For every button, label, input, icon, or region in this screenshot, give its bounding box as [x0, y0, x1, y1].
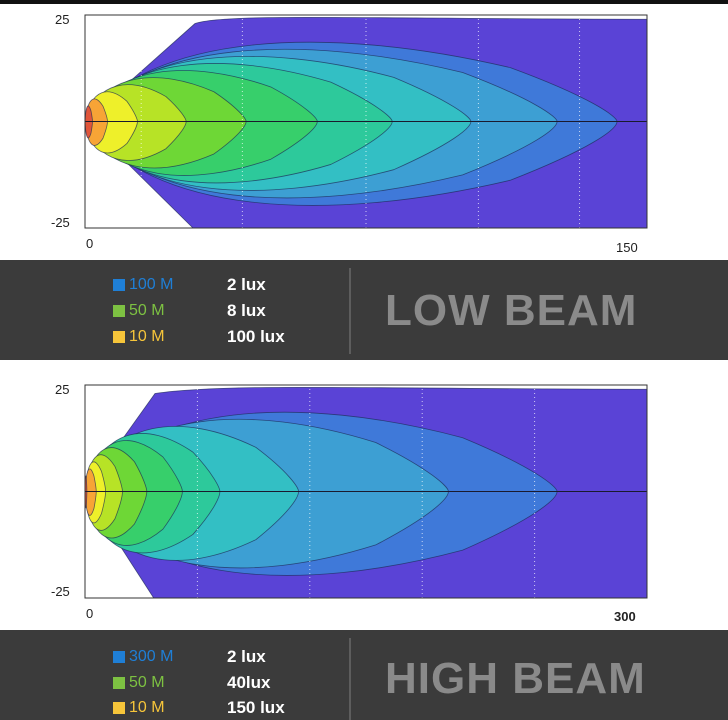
- low-beam-legend-item: 10 M 100 lux: [113, 326, 285, 348]
- low-beam-title: LOW BEAM: [385, 286, 638, 335]
- legend-lux: 150 lux: [227, 698, 285, 717]
- legend-swatch-blue: [113, 651, 125, 663]
- legend-swatch-blue: [113, 279, 125, 291]
- contour-group: [85, 15, 647, 228]
- legend-lux: 8 lux: [227, 301, 266, 320]
- legend-range: 300 M: [129, 648, 174, 665]
- high-beam-section: 25 -25 0 300 300 M 2 lux 50 M 40lux 10 M…: [0, 360, 728, 720]
- legend-range: 100 M: [129, 276, 174, 293]
- high-beam-x-tick-end: 300: [614, 609, 636, 624]
- low-beam-legend-band: 100 M 2 lux 50 M 8 lux 10 M 100 lux LOW …: [0, 260, 728, 360]
- plot-frame: [84, 384, 648, 599]
- legend-lux: 2 lux: [227, 275, 266, 294]
- legend-swatch-green: [113, 305, 125, 317]
- legend-divider: [349, 638, 351, 720]
- legend-range: 50 M: [129, 302, 165, 319]
- legend-swatch-yellow: [113, 331, 125, 343]
- low-beam-legend-item: 100 M 2 lux: [113, 274, 266, 296]
- legend-swatch-green: [113, 677, 125, 689]
- legend-divider: [349, 268, 351, 354]
- high-beam-y-tick-bottom: -25: [51, 584, 70, 599]
- high-beam-title: HIGH BEAM: [385, 654, 646, 703]
- low-beam-x-tick-start: 0: [86, 236, 94, 251]
- low-beam-y-tick-bottom: -25: [51, 215, 70, 230]
- legend-range: 10 M: [129, 699, 165, 716]
- legend-range: 50 M: [129, 674, 165, 691]
- plot-frame: [84, 14, 648, 229]
- legend-swatch-yellow: [113, 702, 125, 714]
- contour-group: [85, 385, 647, 598]
- low-beam-x-tick-end: 150: [616, 240, 638, 255]
- high-beam-legend-item: 10 M 150 lux: [113, 697, 285, 719]
- legend-lux: 100 lux: [227, 327, 285, 346]
- legend-range: 10 M: [129, 328, 165, 345]
- legend-lux: 2 lux: [227, 647, 266, 666]
- high-beam-y-tick-top: 25: [55, 382, 70, 397]
- high-beam-legend-item: 50 M 40lux: [113, 672, 270, 694]
- low-beam-plot: [84, 14, 648, 229]
- high-beam-legend-item: 300 M 2 lux: [113, 646, 266, 668]
- low-beam-y-tick-top: 25: [55, 12, 70, 27]
- high-beam-plot: [84, 384, 648, 599]
- high-beam-legend-band: 300 M 2 lux 50 M 40lux 10 M 150 lux HIGH…: [0, 630, 728, 720]
- top-border: [0, 0, 728, 4]
- low-beam-section: 25 -25 0 150 100 M 2 lux 50 M 8 lux 10 M…: [0, 12, 728, 360]
- high-beam-x-tick-start: 0: [86, 606, 94, 621]
- legend-lux: 40lux: [227, 673, 271, 692]
- low-beam-legend-item: 50 M 8 lux: [113, 300, 266, 322]
